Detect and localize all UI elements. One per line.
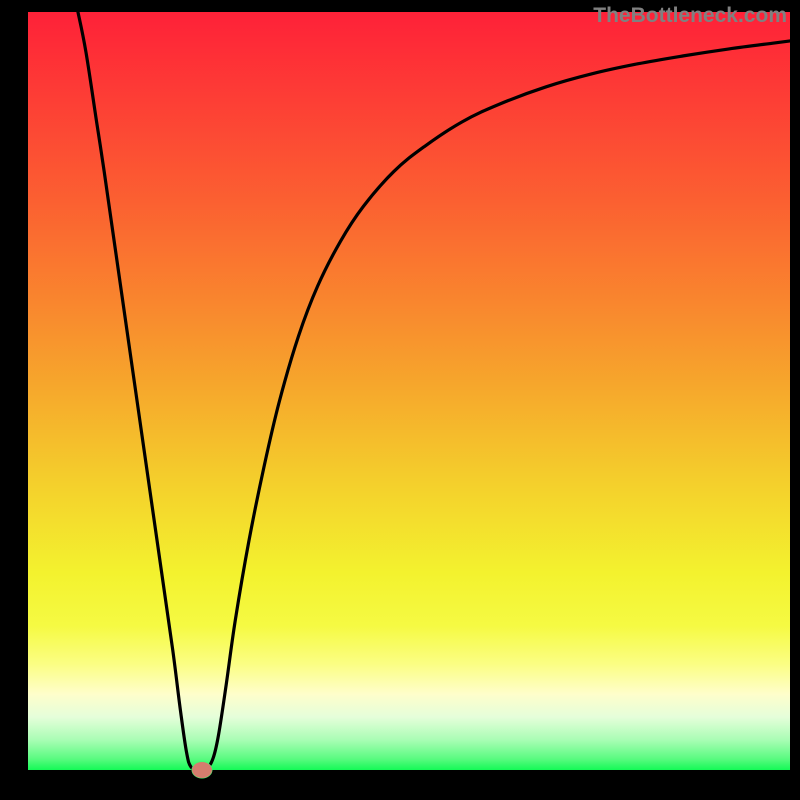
- chart-frame: TheBottleneck.com: [0, 0, 800, 800]
- bottleneck-curve: [28, 12, 790, 770]
- plot-area: [28, 12, 790, 770]
- optimal-point-marker: [192, 762, 212, 778]
- watermark-text: TheBottleneck.com: [593, 4, 787, 28]
